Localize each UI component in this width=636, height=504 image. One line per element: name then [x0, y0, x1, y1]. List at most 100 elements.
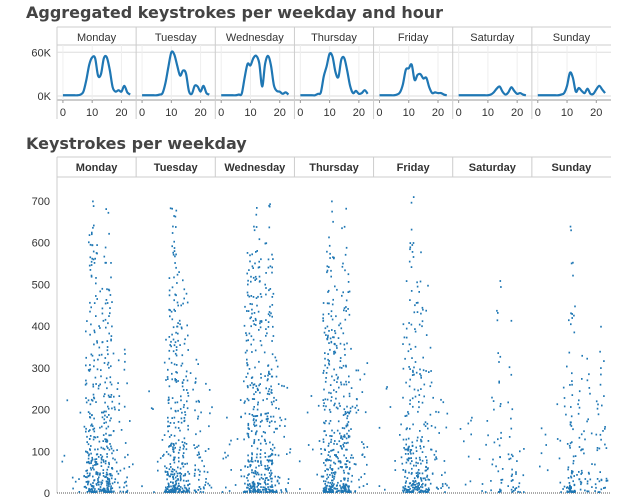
data-point [546, 469, 549, 472]
data-point [182, 444, 185, 447]
data-point [418, 483, 420, 486]
data-point [211, 406, 213, 409]
data-point [170, 345, 172, 348]
data-point [180, 421, 183, 424]
data-point [197, 489, 200, 491]
data-point [329, 490, 332, 492]
data-point [85, 364, 87, 367]
data-point [514, 488, 516, 491]
data-point [183, 445, 185, 448]
data-point [105, 377, 108, 380]
data-point [177, 466, 179, 469]
data-point [316, 473, 318, 476]
data-point [243, 402, 246, 404]
data-point [423, 383, 426, 386]
data-point [326, 250, 328, 253]
data-point [440, 398, 442, 401]
data-point [345, 489, 347, 491]
data-point [354, 406, 357, 409]
data-point [255, 456, 258, 459]
data-point [328, 408, 331, 411]
data-point [271, 304, 274, 306]
data-point [407, 453, 410, 455]
data-point [256, 485, 258, 488]
data-point [129, 420, 131, 422]
data-point [187, 349, 189, 351]
data-point [322, 405, 325, 407]
data-point [327, 291, 329, 293]
data-point [276, 427, 278, 430]
data-point [346, 423, 349, 425]
data-point [540, 427, 543, 430]
data-point [255, 226, 258, 228]
data-point [411, 490, 414, 493]
data-point [598, 491, 601, 493]
data-point [187, 479, 190, 482]
data-point [389, 406, 392, 408]
data-point [330, 488, 333, 491]
data-point [258, 329, 260, 331]
data-point [349, 467, 351, 469]
data-point [87, 483, 89, 486]
data-point [412, 196, 415, 198]
data-point [257, 403, 259, 406]
data-point [165, 451, 168, 453]
data-point [412, 405, 414, 408]
data-point [562, 488, 564, 490]
data-point [93, 417, 95, 420]
data-point [110, 338, 112, 341]
data-point [417, 476, 419, 479]
data-point [108, 485, 110, 488]
data-point [168, 357, 171, 360]
data-point [333, 477, 335, 480]
data-point [404, 448, 406, 451]
data-point [110, 365, 112, 368]
data-point [571, 372, 573, 375]
data-point [470, 433, 472, 436]
data-point [267, 459, 270, 462]
data-point [261, 435, 263, 438]
data-point [580, 433, 583, 436]
data-point [103, 418, 106, 421]
data-point [430, 448, 433, 451]
data-point [266, 379, 269, 382]
data-point [408, 491, 411, 493]
data-point [349, 407, 352, 410]
data-point [163, 453, 165, 456]
data-point [351, 405, 354, 408]
data-point [105, 410, 107, 413]
data-point [500, 437, 502, 439]
data-point [352, 456, 354, 459]
data-point [256, 207, 258, 209]
data-point [265, 272, 267, 274]
data-point [345, 383, 348, 386]
data-point [445, 426, 448, 429]
data-point [173, 451, 175, 453]
data-point [93, 262, 96, 264]
data-point [182, 490, 185, 493]
data-point [408, 471, 410, 474]
data-point [410, 266, 413, 268]
data-point [324, 486, 326, 489]
data-point [583, 430, 585, 433]
data-point [347, 490, 349, 493]
data-point [187, 334, 189, 337]
data-point [423, 445, 425, 448]
data-point [95, 401, 97, 403]
data-point [412, 242, 415, 244]
data-point [103, 487, 105, 490]
data-point [270, 469, 272, 472]
data-point [332, 336, 334, 339]
data-point [572, 460, 575, 462]
data-point [95, 252, 98, 254]
data-point [347, 281, 350, 283]
data-point [415, 464, 417, 467]
data-point [267, 469, 269, 471]
data-point [591, 486, 593, 488]
data-point [323, 489, 325, 491]
data-point [272, 292, 275, 295]
data-point [421, 484, 423, 486]
data-point [343, 307, 346, 310]
data-point [253, 398, 256, 400]
data-point [182, 454, 184, 457]
